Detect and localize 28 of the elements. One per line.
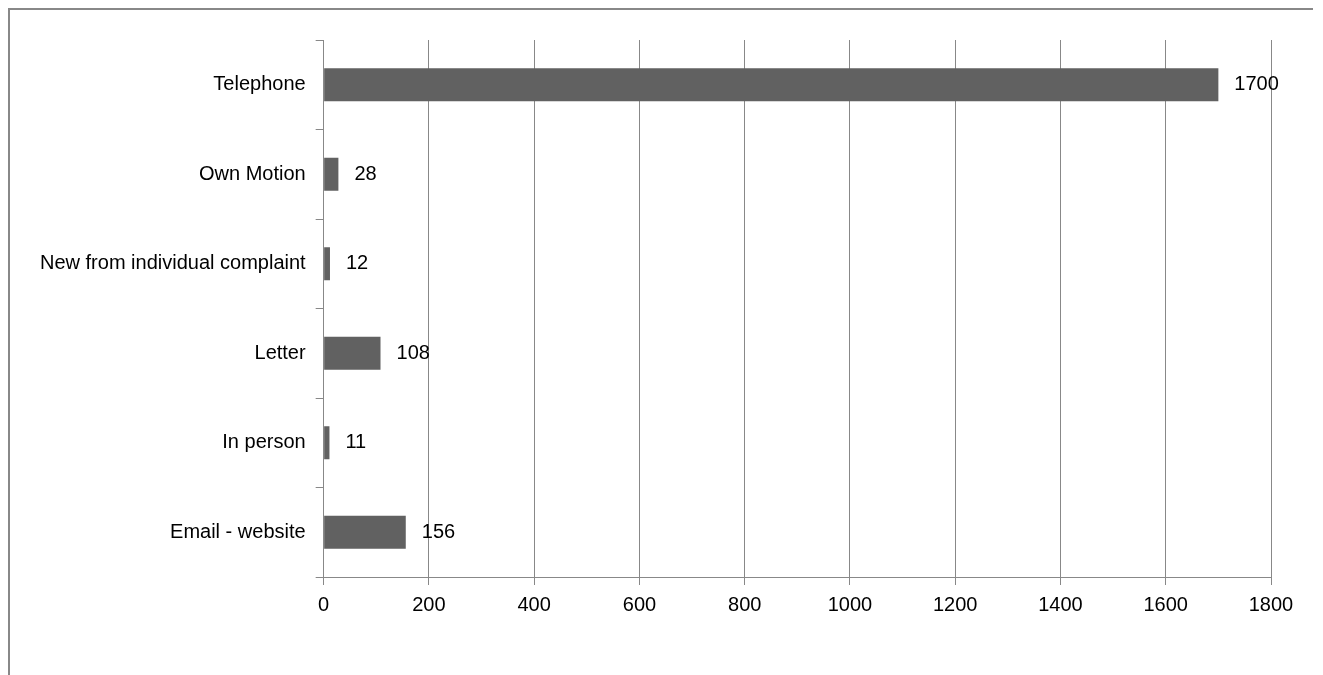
- data-label: 12: [345, 251, 369, 274]
- y-tick-label: Letter: [254, 340, 306, 363]
- x-tick-label: 1000: [827, 592, 873, 615]
- x-tick-label: 800: [728, 592, 762, 615]
- x-tick-label: 1200: [932, 592, 978, 615]
- data-label: 108: [396, 340, 430, 363]
- bar: [324, 336, 381, 370]
- x-tick-label: 600: [622, 592, 657, 615]
- x-tick-label: 400: [517, 592, 551, 615]
- data-label: 11: [345, 430, 367, 453]
- bar: [324, 426, 330, 460]
- data-label: 1700: [1234, 72, 1279, 95]
- y-tick-label: Email - website: [170, 519, 306, 542]
- x-tick-label: 1400: [1038, 592, 1083, 615]
- y-tick-label: Own Motion: [198, 161, 306, 184]
- y-tick-label: In person: [222, 430, 306, 453]
- bar: [324, 247, 330, 281]
- x-tick-label: 200: [412, 592, 446, 615]
- y-tick-label: New from individual complaint: [39, 251, 307, 274]
- y-tick-label: Telephone: [213, 72, 306, 95]
- data-label: 156: [421, 519, 456, 542]
- data-label: 28: [354, 161, 377, 184]
- bar: [324, 157, 339, 191]
- x-tick-label: 0: [318, 592, 330, 615]
- bar: [324, 68, 1219, 102]
- x-tick-label: 1600: [1143, 592, 1188, 615]
- x-tick-label: 1800: [1248, 592, 1294, 615]
- bar: [324, 515, 406, 549]
